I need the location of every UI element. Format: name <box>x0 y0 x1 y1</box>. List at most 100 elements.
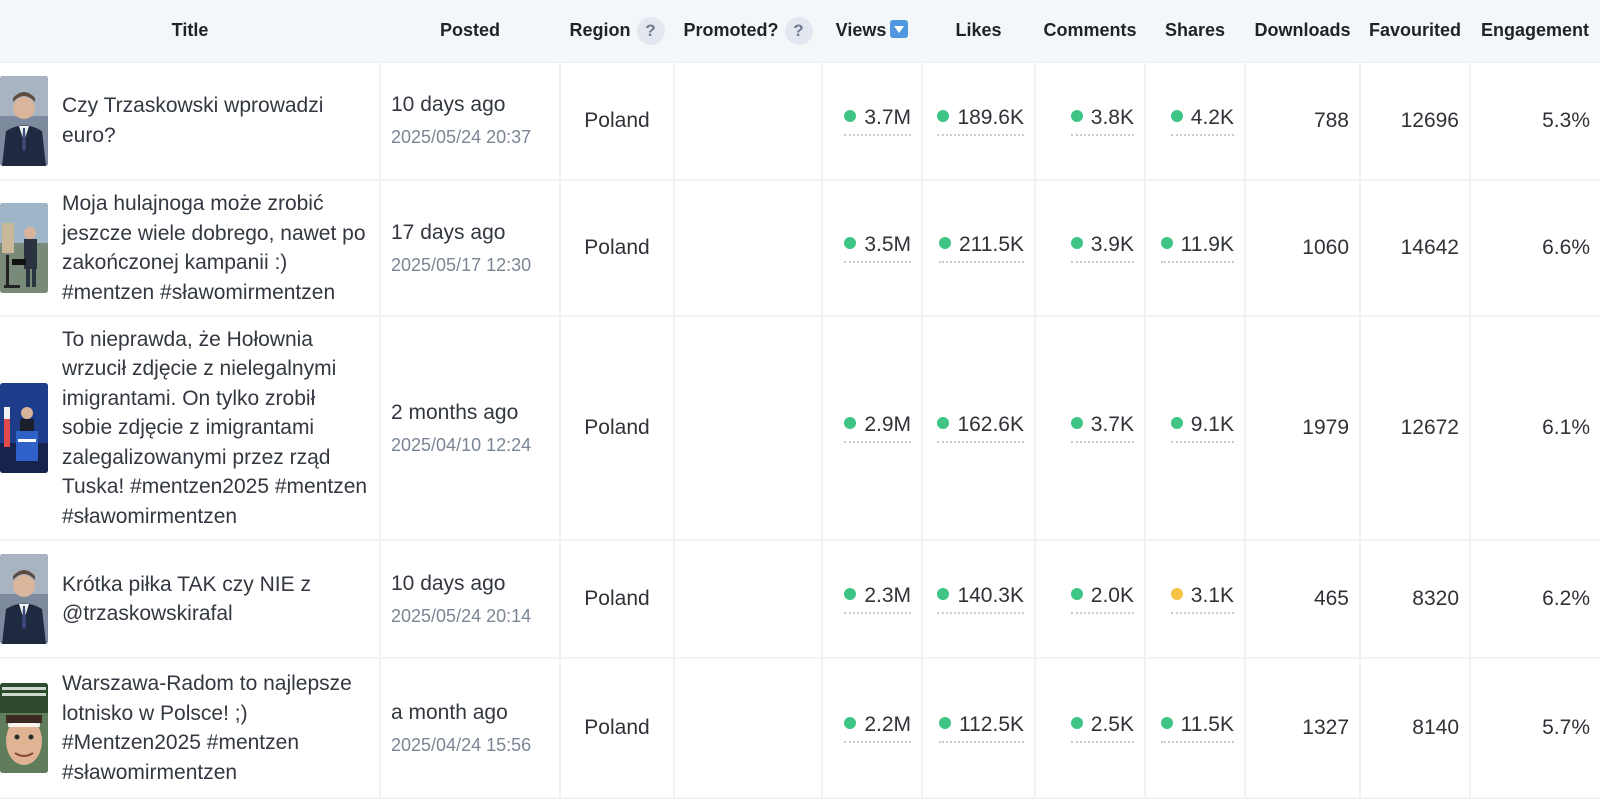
comments-value[interactable]: 3.7K <box>1070 413 1134 443</box>
engagement-cell: 6.6% <box>1470 180 1600 317</box>
favourited-cell: 8140 <box>1360 658 1471 799</box>
status-dot-icon <box>1170 109 1183 122</box>
status-dot-icon <box>1070 717 1083 729</box>
table-row[interactable]: To nieprawda, że Hołownia wrzucił zdjęci… <box>0 316 1600 541</box>
downloads-cell: 1327 <box>1245 658 1361 799</box>
column-header-promoted[interactable]: Promoted?? <box>674 0 822 63</box>
downloads-cell: 788 <box>1245 62 1361 181</box>
column-header-downloads[interactable]: Downloads <box>1245 0 1360 63</box>
engagement-cell: 5.3% <box>1470 62 1600 181</box>
promoted-cell <box>674 316 823 541</box>
column-header-region[interactable]: Region? <box>560 0 674 63</box>
downloads-cell: 465 <box>1245 540 1361 659</box>
status-dot-icon <box>939 717 951 729</box>
posted-date: 2025/05/17 12:30 <box>391 254 532 275</box>
posted-date: 2025/04/10 12:24 <box>391 434 532 455</box>
views-value[interactable]: 2.2M <box>844 713 911 743</box>
favourited-cell: 14642 <box>1360 180 1471 317</box>
table-row[interactable]: Czy Trzaskowski wprowadzi euro? 10 days … <box>0 62 1600 181</box>
posted-relative: 10 days ago <box>391 571 506 595</box>
status-dot-icon <box>939 237 951 249</box>
video-thumbnail[interactable] <box>0 75 48 166</box>
downloads-cell: 1979 <box>1245 316 1361 541</box>
posted-relative: a month ago <box>391 700 508 724</box>
column-header-posted[interactable]: Posted <box>380 0 560 63</box>
likes-value[interactable]: 112.5K <box>939 713 1024 743</box>
region-cell: Poland <box>560 62 675 181</box>
shares-value[interactable]: 9.1K <box>1170 413 1234 443</box>
favourited-cell: 8320 <box>1360 540 1471 659</box>
likes-value[interactable]: 140.3K <box>937 584 1024 614</box>
column-header-title[interactable]: Title <box>0 0 380 63</box>
table-row[interactable]: Warszawa-Radom to najlepsze lotnisko w P… <box>0 658 1600 799</box>
promoted-cell <box>674 658 823 799</box>
favourited-cell: 12696 <box>1360 62 1471 181</box>
status-dot-icon <box>844 588 857 600</box>
comments-value[interactable]: 2.0K <box>1070 584 1134 614</box>
region-help-icon[interactable]: ? <box>636 16 665 45</box>
video-thumbnail[interactable] <box>0 203 48 293</box>
likes-value[interactable]: 211.5K <box>939 233 1024 263</box>
likes-value[interactable]: 162.6K <box>937 413 1024 443</box>
video-thumbnail[interactable] <box>0 554 48 644</box>
video-thumbnail[interactable] <box>0 383 48 473</box>
engagement-cell: 6.2% <box>1470 540 1600 659</box>
status-dot-icon <box>1070 109 1083 122</box>
video-title[interactable]: Krótka piłka TAK czy NIE z @trzaskowskir… <box>62 572 311 626</box>
column-header-shares[interactable]: Shares <box>1145 0 1245 63</box>
comments-value[interactable]: 3.8K <box>1070 106 1134 136</box>
status-dot-icon <box>1070 588 1083 600</box>
sort-descending-icon[interactable] <box>890 20 909 39</box>
promoted-cell <box>674 180 823 317</box>
column-header-likes[interactable]: Likes <box>922 0 1035 63</box>
region-cell: Poland <box>560 658 675 799</box>
status-dot-icon <box>1170 417 1183 429</box>
comments-value[interactable]: 2.5K <box>1070 713 1134 743</box>
table-row[interactable]: Moja hulajnoga może zrobić jeszcze wiele… <box>0 180 1600 317</box>
status-dot-icon <box>1070 237 1083 249</box>
status-dot-icon <box>1070 417 1083 429</box>
column-header-favourited[interactable]: Favourited <box>1360 0 1470 63</box>
video-thumbnail[interactable] <box>0 683 48 773</box>
promoted-cell <box>674 540 823 659</box>
video-title[interactable]: Czy Trzaskowski wprowadzi euro? <box>62 94 324 147</box>
posted-relative: 17 days ago <box>391 220 506 244</box>
column-header-engagement[interactable]: Engagement <box>1470 0 1600 63</box>
downloads-cell: 1060 <box>1245 180 1361 317</box>
column-header-comments[interactable]: Comments <box>1035 0 1145 63</box>
comments-value[interactable]: 3.9K <box>1070 233 1134 263</box>
status-dot-icon <box>1170 588 1183 600</box>
shares-value[interactable]: 11.9K <box>1160 233 1234 263</box>
region-cell: Poland <box>560 540 675 659</box>
video-title[interactable]: Warszawa-Radom to najlepsze lotnisko w P… <box>62 672 352 784</box>
views-value[interactable]: 2.9M <box>844 413 911 443</box>
region-cell: Poland <box>560 316 675 541</box>
shares-value[interactable]: 3.1K <box>1170 584 1234 614</box>
status-dot-icon <box>844 417 857 429</box>
column-header-views[interactable]: Views <box>822 0 922 63</box>
engagement-cell: 6.1% <box>1470 316 1600 541</box>
table-header-row: Title Posted Region? Promoted?? Views Li… <box>0 0 1600 63</box>
table-row[interactable]: Krótka piłka TAK czy NIE z @trzaskowskir… <box>0 540 1600 659</box>
status-dot-icon <box>844 717 857 729</box>
posted-date: 2025/05/24 20:14 <box>391 605 532 626</box>
posted-relative: 10 days ago <box>391 93 506 117</box>
status-dot-icon <box>937 588 950 600</box>
posted-date: 2025/05/24 20:37 <box>391 127 532 148</box>
status-dot-icon <box>937 417 950 429</box>
video-title[interactable]: To nieprawda, że Hołownia wrzucił zdjęci… <box>62 327 368 528</box>
shares-value[interactable]: 4.2K <box>1170 106 1234 136</box>
views-value[interactable]: 3.5M <box>844 233 911 263</box>
engagement-cell: 5.7% <box>1470 658 1600 799</box>
views-value[interactable]: 2.3M <box>844 584 911 614</box>
shares-value[interactable]: 11.5K <box>1160 713 1234 743</box>
status-dot-icon <box>844 109 857 122</box>
status-dot-icon <box>844 237 857 249</box>
promoted-cell <box>674 62 823 181</box>
video-title[interactable]: Moja hulajnoga może zrobić jeszcze wiele… <box>62 192 366 304</box>
likes-value[interactable]: 189.6K <box>937 106 1024 136</box>
promoted-help-icon[interactable]: ? <box>784 16 813 45</box>
views-value[interactable]: 3.7M <box>844 106 911 136</box>
status-dot-icon <box>937 109 950 122</box>
